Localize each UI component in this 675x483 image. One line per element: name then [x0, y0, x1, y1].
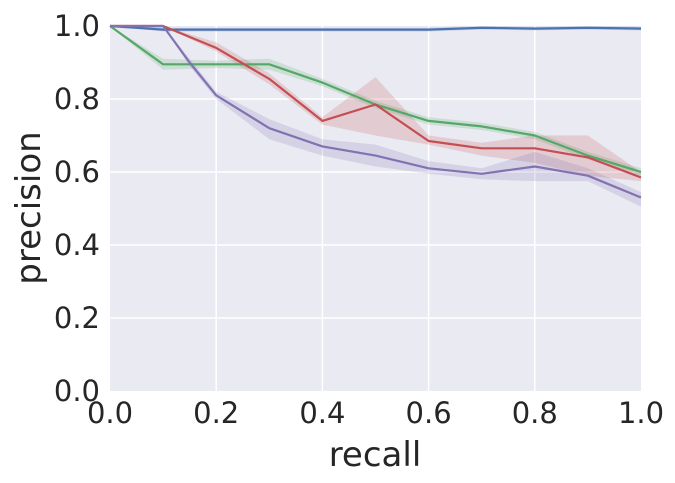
y-tick-label: 0.8	[54, 82, 100, 116]
x-tick-labels: 0.0 0.2 0.4 0.6 0.8 1.0	[87, 396, 664, 430]
grid-lines	[110, 26, 641, 391]
x-axis-label: recall	[329, 435, 422, 475]
plot-background	[110, 26, 641, 391]
y-tick-labels: 0.0 0.2 0.4 0.6 0.8 1.0	[54, 9, 100, 408]
x-tick-label: 0.0	[87, 396, 133, 430]
y-tick-label: 0.2	[54, 301, 100, 335]
x-tick-label: 0.6	[406, 396, 452, 430]
y-axis-label: precision	[9, 131, 49, 284]
y-tick-label: 0.6	[54, 155, 100, 189]
x-tick-label: 1.0	[618, 396, 664, 430]
series-line-1	[109, 24, 642, 31]
y-tick-label: 0.0	[54, 374, 100, 408]
y-tick-label: 0.4	[54, 228, 100, 262]
x-tick-label: 0.4	[299, 396, 345, 430]
series-line-3	[110, 24, 642, 179]
series-line-4	[110, 24, 642, 199]
x-tick-label: 0.2	[193, 396, 239, 430]
y-tick-label: 1.0	[54, 9, 100, 43]
confidence-band-4	[110, 26, 641, 207]
series-lines	[109, 24, 642, 199]
x-tick-label: 0.8	[512, 396, 558, 430]
